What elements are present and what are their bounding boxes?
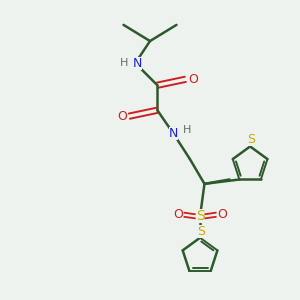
- Text: S: S: [248, 134, 256, 146]
- Text: O: O: [117, 110, 127, 123]
- Text: N: N: [169, 127, 178, 140]
- Text: H: H: [120, 58, 128, 68]
- Text: H: H: [183, 125, 191, 135]
- Text: N: N: [133, 57, 142, 70]
- Text: S: S: [197, 225, 206, 238]
- Text: O: O: [173, 208, 183, 221]
- Text: O: O: [217, 208, 227, 221]
- Text: S: S: [196, 209, 204, 223]
- Text: O: O: [188, 73, 198, 86]
